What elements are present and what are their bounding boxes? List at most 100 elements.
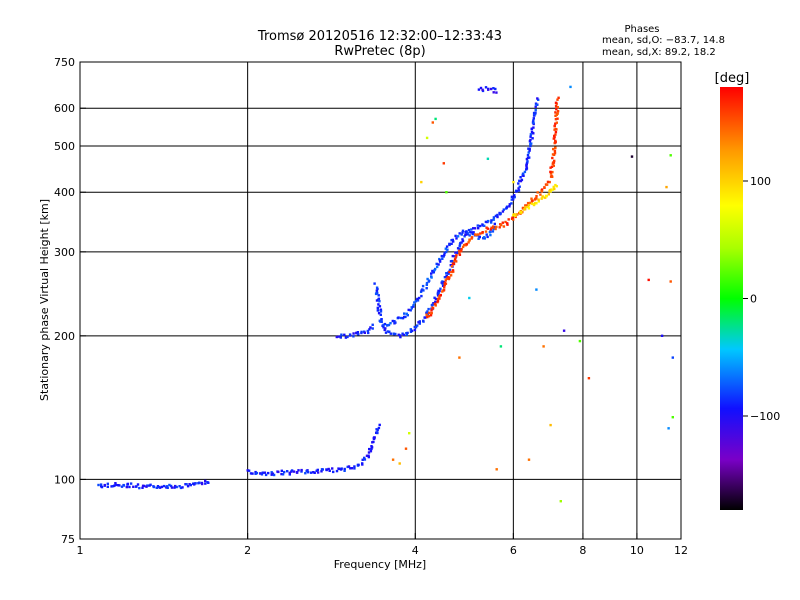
trace-point [339, 336, 342, 339]
trace-point [471, 232, 474, 236]
trace-point [443, 253, 446, 257]
colorbar-tick-label: 100 [750, 175, 771, 188]
scatter-point [542, 345, 545, 348]
trace-point [416, 297, 419, 301]
trace-point [552, 147, 555, 151]
colorbar-label: [deg] [715, 71, 750, 86]
trace-point [207, 481, 210, 484]
trace-point [375, 431, 379, 434]
trace-point [529, 142, 532, 146]
trace-point [477, 88, 481, 91]
trace-point [406, 331, 409, 335]
trace-point [508, 203, 511, 206]
trace-point [553, 134, 556, 138]
trace-point [393, 320, 396, 323]
trace-point [369, 450, 373, 453]
trace-point [554, 146, 557, 149]
trace-point [335, 469, 339, 473]
trace-point [512, 213, 516, 216]
trace-point [174, 484, 177, 488]
trace-point [551, 162, 554, 166]
trace-point [526, 154, 530, 157]
trace-point [477, 227, 480, 230]
trace-point [495, 225, 498, 229]
x-tick-label: 1 [77, 544, 84, 557]
trace-point [421, 284, 425, 288]
y-tick-label: 750 [54, 56, 75, 69]
trace-point [356, 331, 360, 334]
trace-point [398, 334, 402, 337]
trace-point [491, 226, 494, 229]
trace-point [434, 267, 437, 271]
trace-point [420, 294, 423, 298]
trace-point [143, 484, 146, 488]
trace-point [492, 218, 495, 221]
trace-point [437, 291, 440, 294]
trace-point [340, 333, 343, 336]
trace-point [313, 471, 316, 474]
trace-point [517, 189, 521, 192]
trace-point [479, 232, 482, 235]
trace-point [377, 303, 380, 306]
trace-point [554, 133, 557, 136]
trace-point [439, 287, 442, 290]
trace-point [519, 179, 523, 183]
trace-point [555, 185, 558, 188]
trace-point [197, 482, 200, 485]
trace-point [535, 103, 538, 106]
trace-point [495, 91, 498, 94]
trace-point [452, 240, 455, 243]
trace-point [106, 482, 109, 485]
trace-point [492, 87, 495, 90]
trace-point [422, 289, 425, 292]
trace-point [540, 190, 544, 193]
trace-point [379, 313, 382, 316]
trace-point [484, 220, 488, 224]
trace-point [458, 243, 462, 246]
trace-point [371, 323, 374, 326]
trace-point [367, 331, 370, 335]
trace-point [494, 227, 497, 231]
trace-point [477, 237, 480, 240]
trace-point [363, 456, 366, 460]
trace-point [357, 333, 360, 336]
trace-point [114, 483, 118, 487]
trace-point [490, 221, 493, 224]
trace-point [446, 248, 449, 251]
trace-point [375, 286, 379, 289]
trace-point [439, 293, 442, 297]
trace-point [412, 305, 415, 308]
trace-point [413, 325, 416, 329]
trace-point [430, 309, 433, 312]
trace-point [502, 225, 506, 228]
trace-point [551, 170, 554, 174]
trace-point [436, 297, 440, 301]
trace-point [506, 222, 509, 225]
trace-point [372, 436, 376, 439]
trace-point [453, 258, 457, 261]
trace-point [496, 215, 499, 219]
scatter-point [431, 121, 434, 124]
trace-point [384, 327, 387, 330]
trace-point [445, 245, 449, 248]
trace-point [428, 311, 431, 315]
trace-point [492, 216, 496, 219]
x-tick-label: 2 [244, 544, 251, 557]
trace-point [162, 484, 166, 488]
trace-point [416, 324, 419, 327]
trace-point [378, 423, 381, 427]
trace-point [305, 469, 308, 473]
trace-point [389, 322, 392, 325]
trace-point [531, 199, 534, 202]
trace-point [528, 147, 531, 151]
trace-point [552, 164, 555, 167]
trace-point [502, 208, 505, 211]
trace-point [260, 473, 264, 476]
trace-point [464, 233, 467, 236]
trace-point [549, 166, 552, 169]
trace-point [436, 294, 440, 297]
trace-point [383, 322, 387, 326]
trace-point [170, 486, 174, 489]
trace-point [529, 133, 533, 136]
trace-point [145, 485, 148, 488]
